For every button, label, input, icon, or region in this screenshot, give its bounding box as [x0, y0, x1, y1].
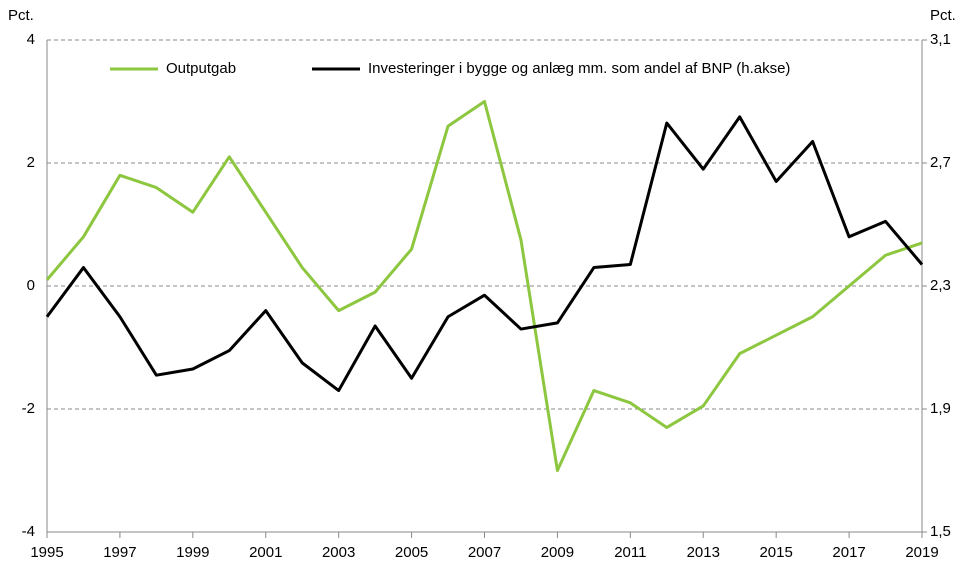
x-tick-label: 2003 — [322, 544, 355, 561]
x-tick-label: 1997 — [103, 544, 136, 561]
y-tick-label: 4 — [27, 31, 35, 48]
y2-tick-label: 1,5 — [930, 523, 951, 540]
y2-tick-label: 2,3 — [930, 277, 951, 294]
x-tick-label: 2005 — [395, 544, 428, 561]
x-tick-label: 1995 — [30, 544, 63, 561]
line-series — [45, 100, 923, 472]
y2-tick-label: 3,1 — [930, 31, 951, 48]
line-series — [45, 115, 924, 393]
x-tick-label: 2009 — [541, 544, 574, 561]
x-tick-label: 1999 — [176, 544, 209, 561]
x-tick-label: 2001 — [249, 544, 282, 561]
y2-axis-label: Pct. — [930, 7, 956, 24]
x-tick-label: 2017 — [832, 544, 865, 561]
x-tick-label: 2011 — [614, 544, 646, 561]
y2-tick-label: 2,7 — [930, 154, 951, 171]
x-tick-label: 2015 — [759, 544, 792, 561]
y-tick-label: 2 — [27, 154, 35, 171]
y-tick-label: -2 — [22, 400, 35, 417]
y-axis-label: Pct. — [8, 7, 34, 24]
legend-label: Outputgab — [166, 60, 236, 77]
x-tick-label: 2013 — [687, 544, 720, 561]
y-tick-label: 0 — [27, 277, 35, 294]
x-tick-label: 2019 — [905, 544, 938, 561]
y-tick-label: -4 — [22, 523, 35, 540]
x-tick-label: 2007 — [468, 544, 501, 561]
legend-label: Investeringer i bygge og anlæg mm. som a… — [368, 60, 790, 77]
y2-tick-label: 1,9 — [930, 400, 951, 417]
